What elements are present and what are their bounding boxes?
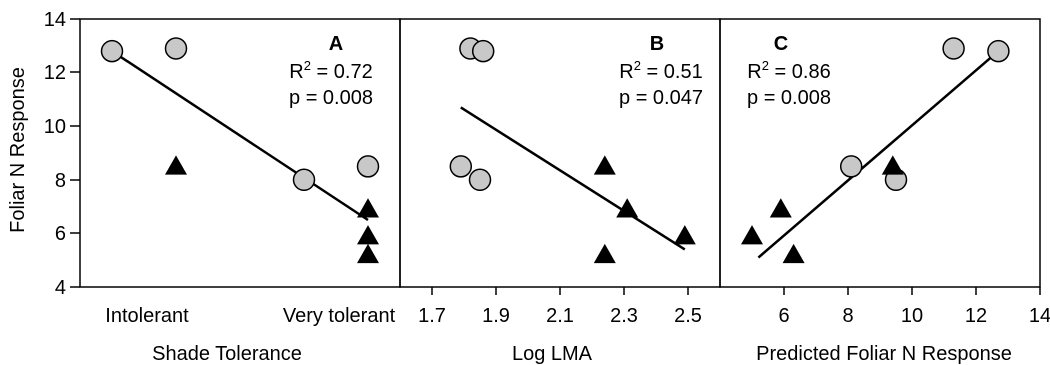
circle-point bbox=[468, 168, 492, 192]
x-tick-label: Very tolerant bbox=[283, 305, 396, 327]
x-tick-label: 1.9 bbox=[482, 305, 510, 327]
triangle-point bbox=[673, 225, 696, 245]
circle-point bbox=[987, 39, 1010, 63]
panel-c-x-title: Predicted Foliar N Response bbox=[756, 343, 1012, 365]
x-tick-label: 2.1 bbox=[546, 305, 574, 327]
triangle-point bbox=[593, 243, 616, 264]
regression-line bbox=[757, 52, 997, 259]
panel-b-x-axis: 1.7 1.9 2.1 2.3 2.5 bbox=[418, 287, 702, 327]
regression-line bbox=[111, 50, 369, 222]
circle-point bbox=[449, 155, 473, 178]
triangle-point bbox=[357, 225, 379, 245]
panel-c: C R2 = 0.86 p = 0.008 Predicted Foliar N… bbox=[719, 18, 1050, 365]
y-tick-label: 10 bbox=[44, 116, 66, 138]
panel-b-r2: R2 = 0.51 bbox=[619, 58, 702, 83]
x-tick-label: 1.7 bbox=[418, 305, 446, 327]
y-axis: 4 6 8 10 12 14 bbox=[44, 9, 80, 299]
panel-c-r2: R2 = 0.86 bbox=[747, 58, 830, 83]
panel-c-marks bbox=[741, 37, 1010, 264]
y-tick-label: 4 bbox=[55, 277, 66, 299]
panel-a-x-title: Shade Tolerance bbox=[152, 343, 302, 365]
y-axis-title: Foliar N Response bbox=[7, 67, 29, 233]
y-tick-label: 12 bbox=[44, 62, 66, 84]
panel-b-marks bbox=[449, 37, 696, 264]
panel-a: A R2 = 0.72 p = 0.008 Intolerant Very to… bbox=[79, 18, 401, 365]
panel-c-frame bbox=[719, 18, 1041, 288]
panel-c-p: p = 0.008 bbox=[747, 87, 831, 109]
triangle-point bbox=[769, 198, 792, 218]
x-tick-label: 2.5 bbox=[674, 305, 702, 327]
triangle-point bbox=[165, 155, 187, 175]
y-tick-label: 14 bbox=[44, 9, 66, 31]
circle-point bbox=[292, 168, 316, 192]
triangle-point bbox=[593, 155, 616, 175]
x-tick-label: Intolerant bbox=[105, 305, 189, 327]
x-tick-label: 8 bbox=[842, 305, 853, 327]
x-tick-label: 14 bbox=[1029, 305, 1050, 327]
circle-point bbox=[942, 37, 965, 60]
x-tick-label: 6 bbox=[778, 305, 789, 327]
panel-c-letter: C bbox=[774, 33, 788, 55]
triangle-point bbox=[741, 225, 763, 245]
panel-a-frame bbox=[79, 18, 401, 288]
triangle-point bbox=[881, 155, 904, 175]
triangle-point bbox=[357, 243, 379, 264]
panel-b-p: p = 0.047 bbox=[619, 87, 703, 109]
panel-a-marks bbox=[100, 37, 380, 264]
circle-point bbox=[471, 39, 495, 63]
panel-a-letter: A bbox=[329, 33, 343, 55]
x-tick-label: 12 bbox=[965, 305, 987, 327]
panel-b-frame bbox=[399, 18, 721, 288]
panel-b-x-title: Log LMA bbox=[512, 343, 593, 365]
circle-point bbox=[100, 39, 124, 63]
x-tick-label: 10 bbox=[901, 305, 923, 327]
panel-a-p: p = 0.008 bbox=[289, 87, 373, 109]
panel-b: B R2 = 0.51 p = 0.047 Log LMA 1.7 1.9 2.1 2… bbox=[399, 18, 721, 365]
panel-b-letter: B bbox=[650, 33, 664, 55]
panel-c-x-axis: 6 8 10 12 14 bbox=[778, 287, 1050, 327]
y-tick-label: 6 bbox=[55, 223, 66, 245]
x-tick-label: 2.3 bbox=[610, 305, 638, 327]
triangle-point bbox=[357, 198, 379, 218]
triangle-point bbox=[782, 243, 805, 264]
circle-point bbox=[164, 37, 188, 60]
circle-point bbox=[356, 155, 380, 178]
regression-line bbox=[460, 106, 686, 251]
y-tick-label: 8 bbox=[55, 170, 66, 192]
triangle-point bbox=[616, 198, 639, 218]
circle-point bbox=[839, 155, 863, 178]
panel-a-r2: R2 = 0.72 bbox=[289, 58, 372, 83]
